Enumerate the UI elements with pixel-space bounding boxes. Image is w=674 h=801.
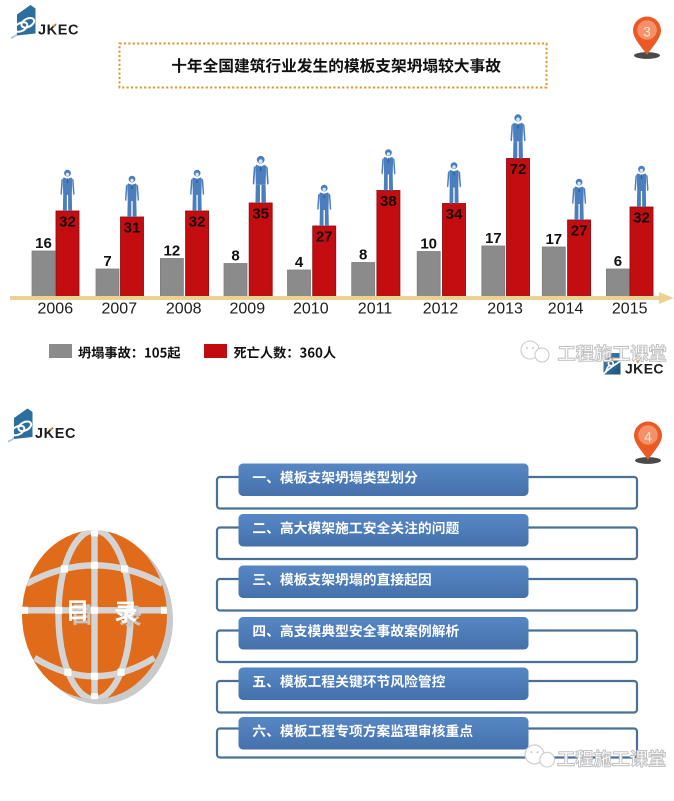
svg-text:32: 32 [189,214,206,231]
svg-text:2006: 2006 [38,301,74,318]
svg-text:7: 7 [103,253,111,270]
svg-text:12: 12 [164,243,181,260]
svg-text:17: 17 [545,231,562,248]
svg-text:2010: 2010 [293,301,329,318]
svg-text:8: 8 [231,248,239,265]
svg-text:27: 27 [571,223,588,240]
svg-text:2015: 2015 [612,301,648,318]
svg-text:35: 35 [252,206,269,223]
svg-text:3: 3 [643,25,651,40]
svg-text:6: 6 [614,253,622,270]
svg-text:2008: 2008 [166,301,202,318]
svg-text:32: 32 [59,214,76,231]
svg-text:32: 32 [633,210,650,227]
svg-text:72: 72 [510,161,527,178]
svg-text:31: 31 [124,220,141,237]
svg-text:2012: 2012 [423,301,459,318]
svg-text:10: 10 [420,236,437,253]
svg-text:17: 17 [485,230,502,247]
svg-text:8: 8 [359,247,367,264]
svg-text:34: 34 [446,206,463,223]
svg-text:16: 16 [35,235,52,252]
svg-text:38: 38 [380,193,397,210]
svg-text:27: 27 [316,229,333,246]
svg-text:2013: 2013 [487,301,523,318]
svg-text:2011: 2011 [358,301,393,318]
svg-text:4: 4 [644,430,652,445]
svg-text:2009: 2009 [230,301,266,318]
svg-text:4: 4 [295,254,304,271]
svg-text:2014: 2014 [548,301,584,318]
svg-text:JKEC: JKEC [625,361,664,377]
svg-text:2007: 2007 [102,301,138,318]
